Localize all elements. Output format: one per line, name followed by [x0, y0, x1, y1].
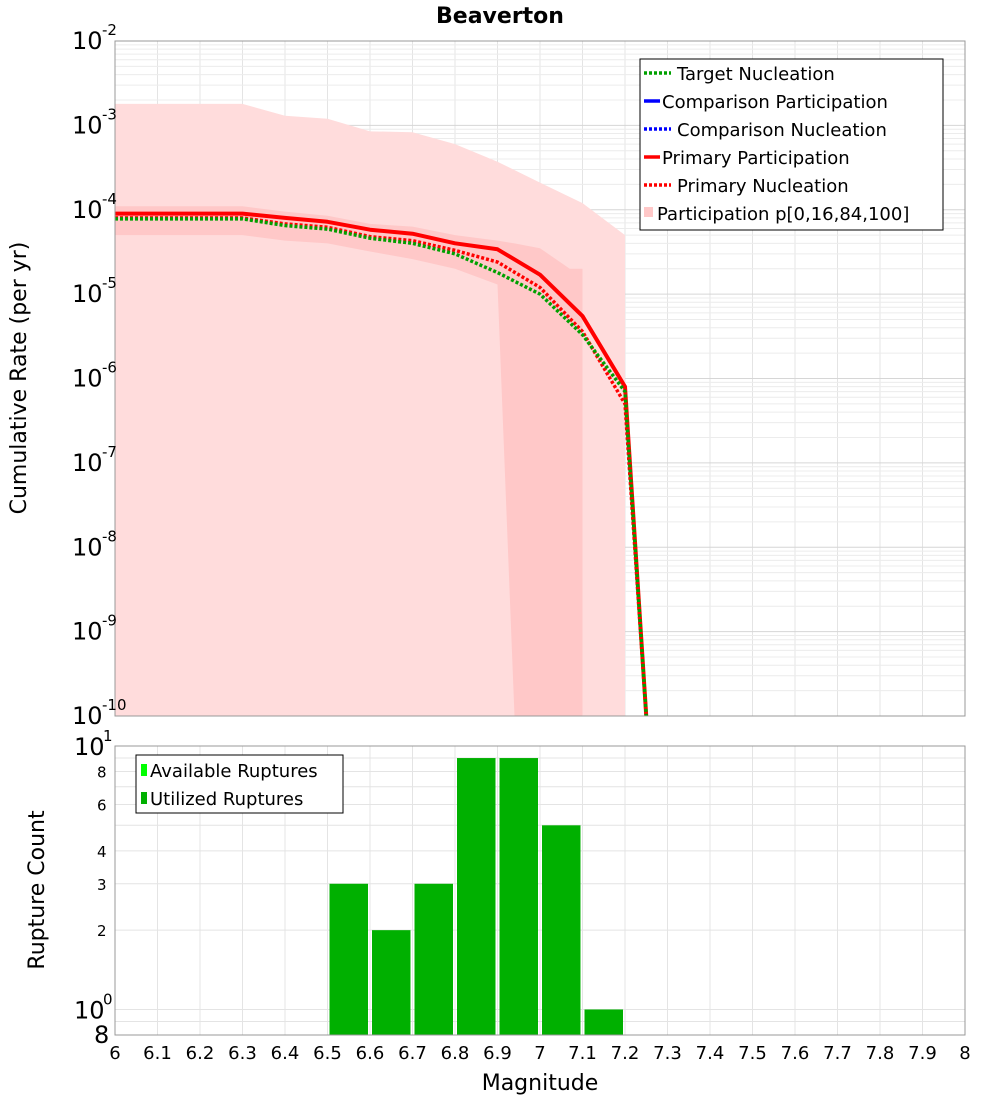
rupture-count-bar: [584, 1009, 623, 1035]
x-tick-label: 7.4: [696, 1043, 725, 1064]
top-y-tick-label: 10: [72, 365, 103, 393]
top-y-tick-exponent: -2: [102, 21, 117, 39]
top-y-tick-label: 10: [72, 449, 103, 477]
x-tick-label: 6.7: [398, 1043, 427, 1064]
top-y-tick-label: 10: [72, 280, 103, 308]
top-y-tick-exponent: -3: [102, 105, 117, 123]
bottom-y-tick-exponent: 0: [103, 990, 113, 1008]
top-y-tick-labels: 10-210-310-410-510-610-710-810-910-10: [72, 21, 127, 730]
top-y-tick-exponent: -8: [102, 527, 117, 545]
top-legend: Target Nucleation Comparison Participati…: [639, 58, 944, 231]
x-tick-label: 6: [109, 1043, 120, 1064]
legend-label-primary-participation: Primary Participation: [662, 148, 850, 169]
top-y-tick-label: 10: [72, 111, 103, 139]
bottom-y-tick-label: 8: [94, 1021, 109, 1049]
bottom-y-tick-label: 8: [97, 764, 107, 782]
top-legend-box: [639, 58, 944, 231]
bottom-plot-frame: [114, 745, 966, 1036]
x-tick-label: 6.9: [483, 1043, 512, 1064]
x-tick-label: 7.1: [568, 1043, 597, 1064]
bottom-legend-box: [135, 754, 344, 814]
x-tick-label: 7.3: [653, 1043, 682, 1064]
x-tick-label: 7.9: [908, 1043, 937, 1064]
x-tick-label: 7.6: [781, 1043, 810, 1064]
series-line-primary-participation: [115, 211, 649, 717]
x-tick-label: 7.2: [611, 1043, 640, 1064]
x-tick-label: 7.5: [738, 1043, 767, 1064]
bottom-y-axis-label: Rupture Count: [25, 810, 50, 970]
x-tick-label: 6.8: [441, 1043, 470, 1064]
top-plot-frame: [114, 40, 966, 717]
rupture-count-bar: [414, 883, 453, 1035]
top-y-tick-label: 10: [72, 196, 103, 224]
bottom-y-tick-label: 6: [97, 796, 107, 814]
bottom-y-tick-label: 10: [74, 733, 105, 761]
legend-label-primary-nucleation: Primary Nucleation: [677, 176, 849, 197]
x-tick-label: 8: [959, 1043, 970, 1064]
x-tick-label: 7.8: [866, 1043, 895, 1064]
top-y-axis-label: Cumulative Rate (per yr): [7, 242, 32, 515]
top-y-tick-exponent: -9: [102, 612, 117, 630]
x-axis-label: Magnitude: [482, 1071, 599, 1096]
top-bands: [115, 103, 625, 717]
bottom-bars: [329, 758, 623, 1035]
rupture-count-bar: [457, 758, 496, 1035]
legend-label-comparison-participation: Comparison Participation: [662, 92, 888, 113]
legend-label-utilized-ruptures: Utilized Ruptures: [150, 789, 303, 810]
chart-title: Beaverton: [436, 4, 564, 29]
top-y-tick-exponent: -5: [102, 274, 117, 292]
legend-label-target-nucleation: Target Nucleation: [676, 64, 835, 85]
x-tick-label: 7.7: [823, 1043, 852, 1064]
x-tick-label: 6.5: [313, 1043, 342, 1064]
bottom-y-tick-label: 3: [97, 876, 107, 894]
top-y-tick-exponent: -4: [102, 190, 117, 208]
top-y-tick-label: 10: [72, 618, 103, 646]
x-tick-label: 6.4: [271, 1043, 300, 1064]
bottom-y-tick-exponent: 1: [103, 727, 113, 745]
rupture-count-bar: [329, 883, 368, 1035]
legend-label-participation-band: Participation p[0,16,84,100]: [657, 204, 909, 225]
x-tick-label: 6.1: [143, 1043, 172, 1064]
rupture-count-bar: [499, 758, 538, 1035]
bottom-y-tick-label: 2: [97, 922, 107, 940]
bottom-legend: Available Ruptures Utilized Ruptures: [135, 754, 344, 814]
band-p16-p84: [115, 206, 583, 716]
top-y-tick-exponent: -10: [102, 696, 127, 714]
bottom-y-tick-label: 10: [74, 996, 105, 1024]
rupture-count-bar: [542, 825, 581, 1035]
legend-label-comparison-nucleation: Comparison Nucleation: [677, 120, 887, 141]
legend-swatch-participation-band: [644, 207, 653, 217]
x-tick-labels: 6 6.1 6.2 6.3 6.4 6.5 6.6 6.7 6.8 6.9 7 7.1 7.2 7.3 7.…: [109, 1043, 970, 1064]
x-tick-label: 6.3: [228, 1043, 257, 1064]
legend-swatch-available-ruptures: [141, 764, 147, 776]
x-tick-label: 6.2: [186, 1043, 215, 1064]
top-y-tick-exponent: -7: [102, 443, 117, 461]
rupture-count-bar: [372, 930, 411, 1035]
bottom-y-tick-label: 4: [97, 843, 107, 861]
top-y-tick-label: 10: [72, 533, 103, 561]
top-y-tick-label: 10: [72, 27, 103, 55]
x-tick-label: 6.6: [356, 1043, 385, 1064]
top-y-tick-exponent: -6: [102, 359, 117, 377]
series-line-target-nucleation: [115, 217, 648, 717]
top-series-lines: [115, 211, 649, 717]
legend-swatch-utilized-ruptures: [141, 792, 147, 804]
legend-label-available-ruptures: Available Ruptures: [150, 761, 318, 782]
x-tick-label: 7: [534, 1043, 545, 1064]
top-y-tick-label: 10: [72, 702, 103, 730]
